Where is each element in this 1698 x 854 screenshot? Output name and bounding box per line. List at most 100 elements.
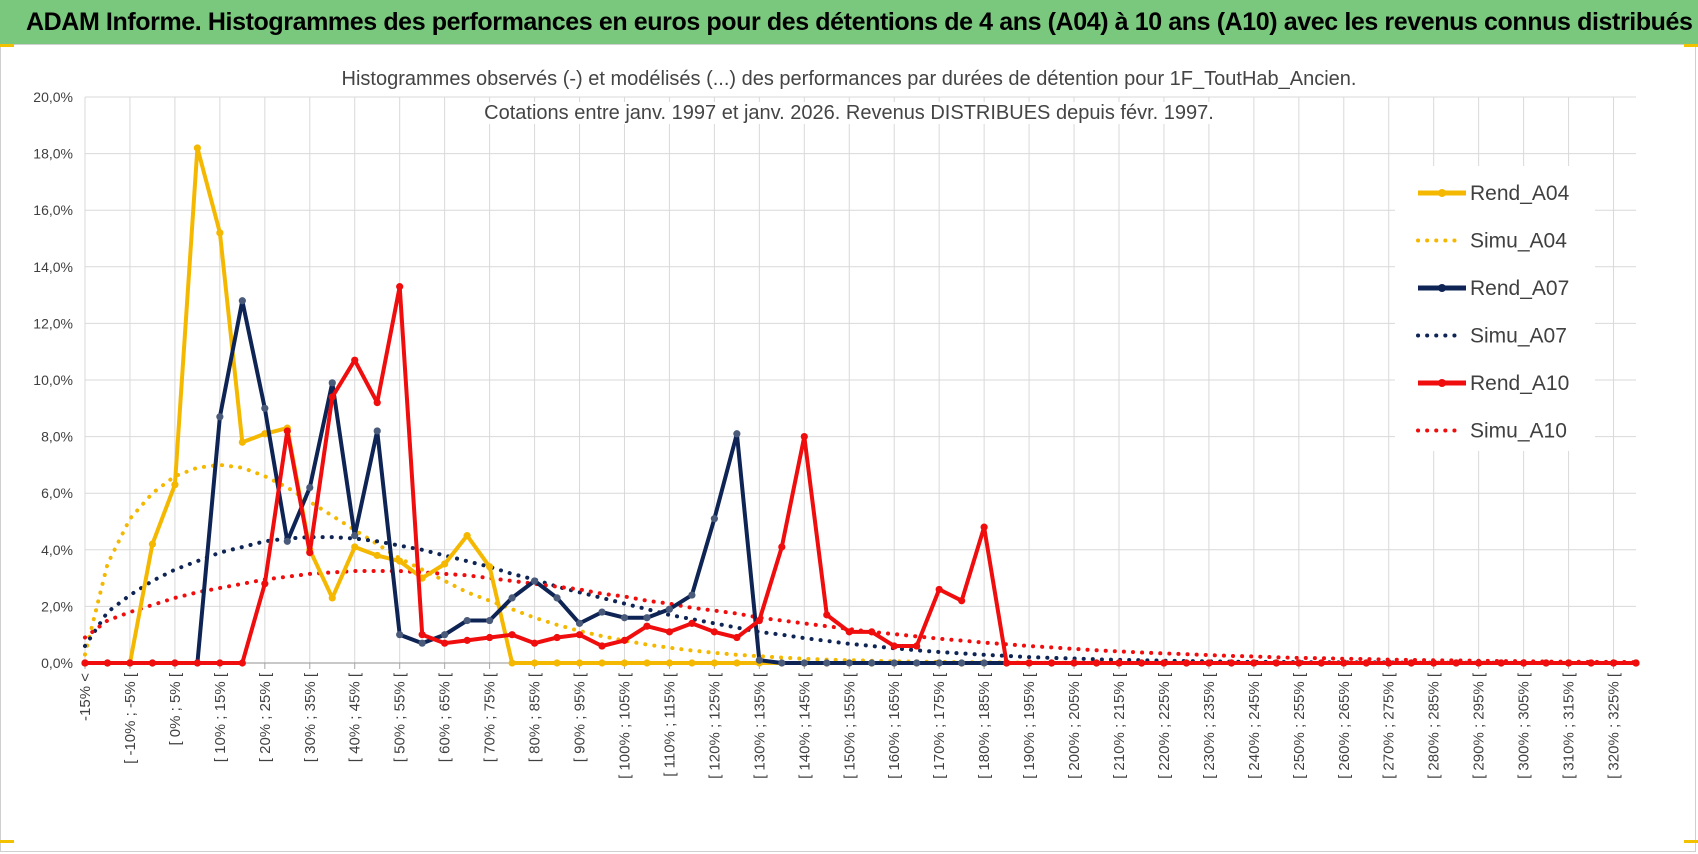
data-point-rend_a10 <box>238 659 246 667</box>
data-point-rend_a10 <box>126 659 134 667</box>
corner-mark-top-right <box>1684 44 1698 47</box>
x-tick-label: [ -10% ; -5% [ <box>122 672 139 764</box>
data-point-rend_a04 <box>643 659 651 667</box>
data-point-rend_a04 <box>530 659 539 667</box>
data-point-rend_a07 <box>530 577 539 585</box>
data-point-rend_a10 <box>553 633 561 642</box>
data-point-rend_a04 <box>575 659 584 667</box>
data-point-rend_a10 <box>665 628 674 636</box>
data-point-rend_a04 <box>733 659 741 667</box>
data-point-rend_a10 <box>913 642 921 650</box>
data-point-rend_a10 <box>1272 659 1280 667</box>
data-point-rend_a10 <box>845 628 853 636</box>
data-point-rend_a10 <box>1542 659 1550 667</box>
y-tick-label: 2,0% <box>41 598 73 614</box>
data-point-rend_a07 <box>463 616 471 625</box>
chart-frame <box>0 44 1696 852</box>
x-tick-label: [ 130% ; 135% [ <box>751 672 768 779</box>
legend-marker-rend_a04 <box>1438 189 1446 197</box>
data-point-rend_a04 <box>373 551 381 560</box>
x-tick-label: [ 200% ; 205% [ <box>1066 672 1083 779</box>
data-point-rend_a10 <box>1497 659 1505 667</box>
data-point-rend_a10 <box>733 633 741 642</box>
legend-marker-rend_a10 <box>1438 379 1446 387</box>
x-tick-label: [ 250% ; 255% [ <box>1291 672 1308 779</box>
data-point-rend_a07 <box>306 483 314 492</box>
data-point-rend_a04 <box>441 560 449 568</box>
data-point-rend_a04 <box>486 563 494 571</box>
data-point-rend_a10 <box>81 659 89 667</box>
x-tick-label: [ 60% ; 65% [ <box>437 672 454 762</box>
corner-mark-bottom-left <box>0 840 14 843</box>
data-point-rend_a10 <box>1385 659 1393 667</box>
data-point-rend_a07 <box>890 659 898 667</box>
data-point-rend_a07 <box>486 616 494 625</box>
x-tick-label: [ 210% ; 215% [ <box>1111 672 1128 779</box>
data-point-rend_a04 <box>396 557 404 565</box>
data-point-rend_a10 <box>351 356 359 364</box>
data-point-rend_a10 <box>508 631 516 639</box>
data-point-rend_a07 <box>441 631 449 639</box>
data-point-rend_a07 <box>845 659 853 667</box>
data-point-rend_a04 <box>620 659 629 667</box>
legend-label-rend_a10: Rend_A10 <box>1470 372 1569 395</box>
data-point-rend_a10 <box>980 523 988 531</box>
x-tick-label: [ 100% ; 105% [ <box>616 672 633 779</box>
data-point-rend_a07 <box>868 659 876 667</box>
data-point-rend_a07 <box>958 659 966 667</box>
data-point-rend_a07 <box>643 614 651 622</box>
data-point-rend_a10 <box>1182 659 1191 667</box>
data-point-rend_a07 <box>688 591 696 599</box>
x-tick-label: [ 160% ; 165% [ <box>886 672 903 779</box>
data-point-rend_a07 <box>418 639 426 647</box>
data-point-rend_a07 <box>733 430 741 438</box>
data-point-rend_a10 <box>328 393 336 401</box>
data-point-rend_a10 <box>1070 659 1078 667</box>
data-point-rend_a10 <box>283 427 291 435</box>
x-tick-label: [ 190% ; 195% [ <box>1021 672 1038 779</box>
data-point-rend_a10 <box>1227 659 1235 667</box>
x-tick-label: [ 80% ; 85% [ <box>527 672 544 762</box>
x-tick-label: [ 270% ; 275% [ <box>1381 672 1398 779</box>
data-point-rend_a10 <box>1025 659 1033 667</box>
data-point-rend_a10 <box>1407 659 1415 667</box>
data-point-rend_a07 <box>598 608 606 616</box>
data-point-rend_a10 <box>643 622 651 630</box>
data-point-rend_a10 <box>575 631 584 639</box>
legend-label-rend_a04: Rend_A04 <box>1470 182 1570 205</box>
y-tick-label: 8,0% <box>41 429 73 445</box>
data-point-rend_a04 <box>351 543 359 551</box>
x-tick-label: [ 90% ; 95% [ <box>572 672 589 762</box>
data-point-rend_a04 <box>171 481 179 489</box>
chart-title-line: Histogrammes observés (-) et modélisés (… <box>0 68 1698 91</box>
y-tick-label: 18,0% <box>33 146 73 162</box>
x-tick-label: [ 20% ; 25% [ <box>257 672 274 762</box>
data-point-rend_a10 <box>1250 659 1258 667</box>
series-line-simu_a04 <box>83 462 1638 665</box>
x-tick-label: [ 0% ; 5% [ <box>167 672 184 745</box>
data-point-rend_a10 <box>463 636 471 644</box>
data-point-rend_a07 <box>980 659 988 667</box>
data-point-rend_a10 <box>171 659 179 667</box>
data-point-rend_a07 <box>238 297 246 305</box>
series-line-simu_a10 <box>83 569 1638 665</box>
data-point-rend_a10 <box>935 585 943 594</box>
data-point-rend_a10 <box>890 642 898 650</box>
x-tick-label: -15% < <box>77 673 94 721</box>
x-tick-label: [ 110% ; 115% [ <box>661 672 678 777</box>
x-tick-label: [ 70% ; 75% [ <box>482 672 499 762</box>
data-point-rend_a04 <box>238 438 246 446</box>
y-tick-label: 6,0% <box>41 485 73 501</box>
data-point-rend_a10 <box>710 628 718 636</box>
data-point-rend_a10 <box>1137 659 1146 667</box>
data-point-rend_a10 <box>823 611 831 619</box>
corner-mark-top-left <box>0 44 14 47</box>
data-point-rend_a04 <box>598 659 606 667</box>
x-tick-label: [ 290% ; 295% [ <box>1471 672 1488 779</box>
data-point-rend_a07 <box>913 659 921 667</box>
report-banner: ADAM Informe. Histogrammes des performan… <box>0 0 1698 45</box>
y-tick-label: 20,0% <box>33 89 73 105</box>
data-point-rend_a10 <box>1452 659 1460 667</box>
data-point-rend_a04 <box>216 229 224 237</box>
